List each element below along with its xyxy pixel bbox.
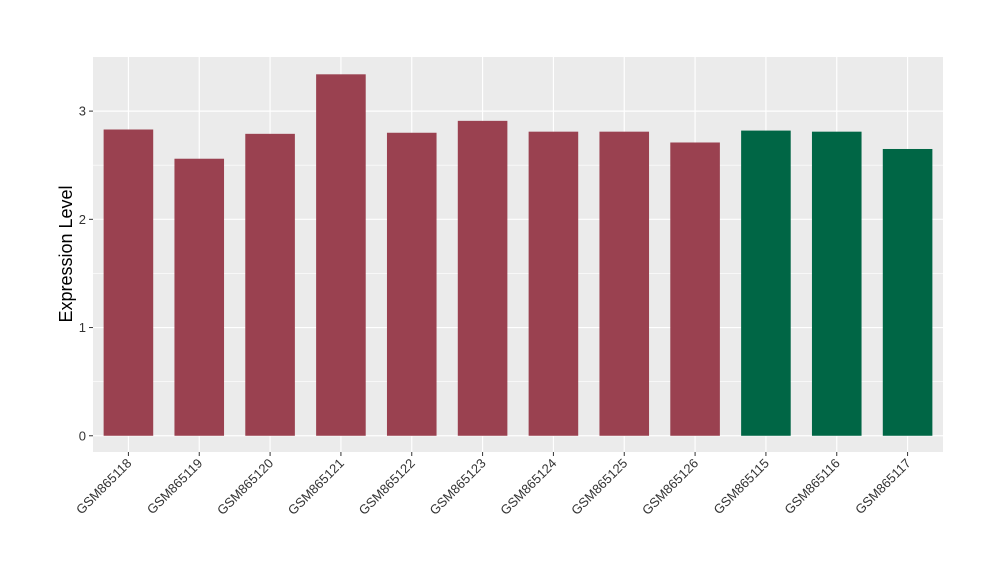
y-tick-label: 3	[79, 104, 86, 119]
bar	[245, 133, 295, 436]
bar	[386, 132, 437, 436]
x-axis: GSM865118 GSM865119 GSM865120 GSM865121 GSM8…	[73, 452, 914, 518]
bar	[457, 120, 508, 436]
plot-panel	[93, 57, 943, 452]
x-tick-label: GSM865118	[73, 456, 135, 518]
y-tick-label: 0	[79, 428, 86, 443]
y-axis: 0 1 2 3	[79, 104, 93, 443]
x-tick-label: GSM865121	[285, 456, 347, 518]
bar	[316, 74, 366, 436]
x-tick-label: GSM865119	[144, 456, 206, 518]
bar	[103, 129, 154, 436]
x-tick-label: GSM865124	[497, 456, 559, 518]
x-tick-label: GSM865120	[214, 456, 276, 518]
x-tick-label: GSM865123	[426, 456, 488, 518]
x-tick-label: GSM865125	[568, 456, 630, 518]
bar	[882, 148, 933, 436]
x-tick-label: GSM865116	[781, 456, 843, 518]
y-axis-title: Expression Level	[56, 185, 76, 322]
bar	[670, 142, 720, 436]
x-tick-label: GSM865117	[852, 456, 914, 518]
bar	[599, 131, 650, 436]
bar	[528, 131, 579, 436]
y-tick-label: 2	[79, 212, 86, 227]
x-tick-label: GSM865115	[710, 456, 772, 518]
y-tick-label: 1	[79, 320, 86, 335]
x-tick-label: GSM865126	[639, 456, 701, 518]
bar	[741, 130, 791, 436]
bar	[174, 158, 225, 436]
bars	[103, 74, 933, 436]
x-tick-label: GSM865122	[356, 456, 418, 518]
bar	[811, 131, 862, 436]
